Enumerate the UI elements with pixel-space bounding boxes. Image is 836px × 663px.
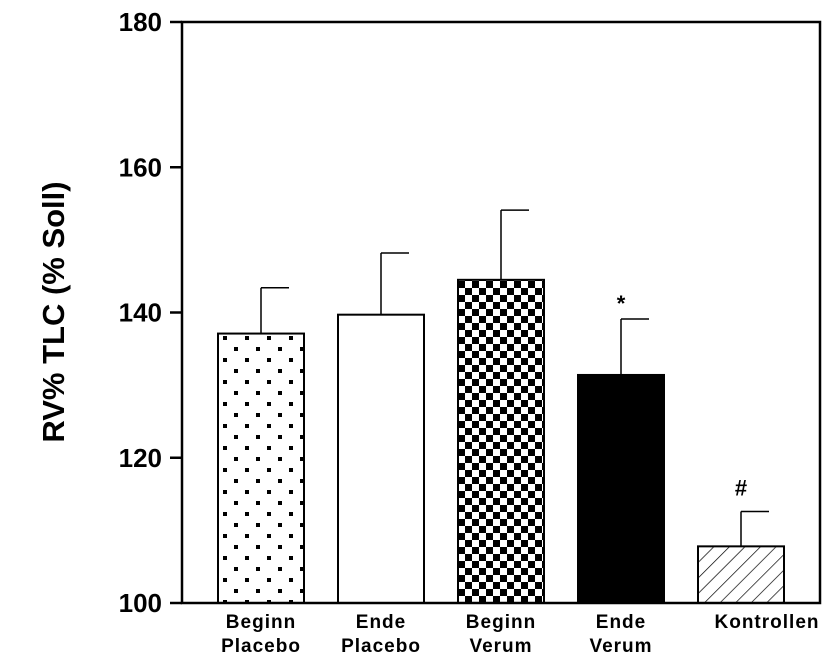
bar-4 bbox=[698, 546, 784, 603]
y-tick-label-3: 160 bbox=[119, 152, 162, 182]
error-bar-3 bbox=[621, 319, 649, 375]
error-bar-0 bbox=[261, 288, 289, 334]
y-tick-label-0: 100 bbox=[119, 588, 162, 618]
x-tick-label-2: Beginn Verum bbox=[466, 612, 536, 657]
y-tick-label-1: 120 bbox=[119, 443, 162, 473]
y-tick-label-4: 180 bbox=[119, 7, 162, 37]
y-tick-label-2: 140 bbox=[119, 298, 162, 328]
x-tick-label-3: Ende Verum bbox=[589, 612, 652, 657]
error-bar-1 bbox=[381, 253, 409, 315]
error-bar-4 bbox=[741, 511, 769, 546]
bar-0 bbox=[218, 334, 304, 603]
y-axis-label: RV% TLC (% Soll) bbox=[36, 181, 71, 442]
bar-2 bbox=[458, 280, 544, 603]
x-tick-label-4: Kontrollen bbox=[715, 612, 820, 633]
x-tick-label-0: Beginn Placebo bbox=[221, 612, 301, 657]
x-tick-label-1: Ende Placebo bbox=[341, 612, 421, 657]
annotation-4: # bbox=[735, 475, 747, 500]
bar-3 bbox=[578, 375, 664, 603]
annotation-3: * bbox=[617, 291, 626, 316]
error-bar-2 bbox=[501, 210, 529, 280]
bar-1 bbox=[338, 315, 424, 603]
